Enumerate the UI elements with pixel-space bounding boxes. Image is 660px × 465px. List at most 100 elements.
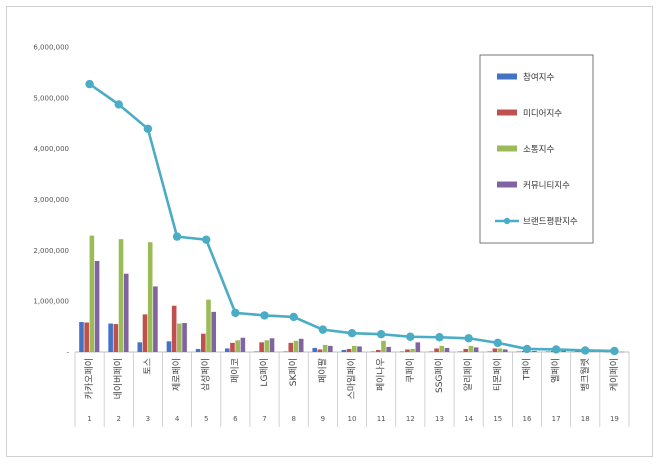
x-index-label: 9 [321,415,325,423]
line-point [231,308,240,318]
bar [328,345,333,352]
bar-marks [79,235,625,353]
x-index-label: 8 [291,415,295,423]
x-category-label: LG페이 [259,358,270,387]
bar [108,323,113,352]
x-category-label: 뱅크월렛 [579,358,591,391]
x-category-label: SK페이 [288,358,299,386]
y-tick-label: - [66,349,69,357]
bar [463,348,469,352]
chart-frame: - 1,000,000 2,000,000 3,000,000 4,000,000 5,0… [6,6,653,457]
x-axis-labels: 카카오페이 1 네이버페이 2 토스 3 제로페이 4 삼성페이 5 페이코 6 LG페이 7 SK페이 8 페… [84,358,620,423]
x-index-label: 19 [610,415,619,423]
x-index-label: 14 [464,415,473,423]
bar [235,340,240,352]
bar [283,351,288,352]
x-category-label: 제로페이 [172,358,183,391]
bar [317,349,323,352]
bar [84,322,89,352]
line-point [493,338,502,348]
bar [288,342,294,352]
bar [439,345,445,352]
line-point [202,235,211,244]
line-marks [85,79,619,356]
x-index-label: 7 [262,415,266,423]
legend-label: 브랜드평판지수 [523,216,578,227]
bar [142,314,148,352]
x-category-label: T페이 [521,358,532,381]
x-index-label: 4 [175,415,180,423]
bar [94,261,100,352]
line-point [376,330,386,339]
x-category-label: 삼성페이 [201,358,212,391]
bar [497,348,503,352]
bar [487,351,492,352]
legend-swatch [497,145,517,152]
bar [298,338,304,352]
legend-label: 커뮤니티지수 [523,180,570,191]
line-point [551,345,561,354]
y-tick-label: 1,000,000 [33,298,69,306]
line-point [289,312,298,322]
bar [137,342,143,352]
line-point [406,332,415,341]
bar [410,348,415,352]
x-index-label: 3 [146,415,150,423]
bar [147,242,153,352]
line-point [172,232,182,241]
x-index-label: 15 [493,415,502,423]
bar [386,346,391,352]
bar [458,351,463,352]
bar [352,345,357,352]
bar [201,333,206,352]
bar [434,348,439,352]
bar [206,299,211,352]
line-point [522,344,532,354]
bar [375,349,381,352]
y-tick-label: 6,000,000 [33,44,69,52]
legend-label: 소통지수 [523,145,554,155]
bar [516,351,522,352]
line-point [260,311,269,320]
legend-swatch [497,109,517,116]
bar [545,351,551,352]
x-index-label: 11 [377,415,386,423]
line-point [610,346,619,356]
bar [532,350,537,352]
x-category-label: 케이페이 [609,358,620,391]
x-index-label: 2 [117,415,121,423]
x-index-label: 5 [204,415,208,423]
line-point [581,346,590,355]
bar [182,323,187,352]
line-point [347,328,357,338]
chart-svg: - 1,000,000 2,000,000 3,000,000 4,000,000 5,0… [33,44,630,427]
legend-swatch [497,73,517,80]
bar [370,351,376,352]
y-tick-label: 2,000,000 [33,247,69,255]
y-tick-label: 3,000,000 [33,196,69,204]
x-index-label: 18 [581,415,590,423]
x-category-label: 티몬페이 [492,358,503,391]
bar [429,351,434,352]
bar [171,305,177,352]
bar [264,340,270,352]
bar [293,340,299,352]
x-index-label: 12 [406,415,415,423]
bar [357,346,362,352]
bar [346,348,352,352]
y-tick-label: 5,000,000 [33,94,69,102]
x-index-label: 1 [87,415,91,423]
bar [166,341,172,352]
bar [415,342,421,352]
x-index-label: 17 [552,415,561,423]
bar [240,337,246,352]
bar [118,239,124,352]
x-category-label: 알리페이 [463,358,474,391]
bar [123,273,129,352]
bar [259,342,264,352]
bar [405,349,410,352]
x-category-label: SSG페이 [434,358,445,393]
bar [468,345,474,352]
bar [153,286,158,352]
